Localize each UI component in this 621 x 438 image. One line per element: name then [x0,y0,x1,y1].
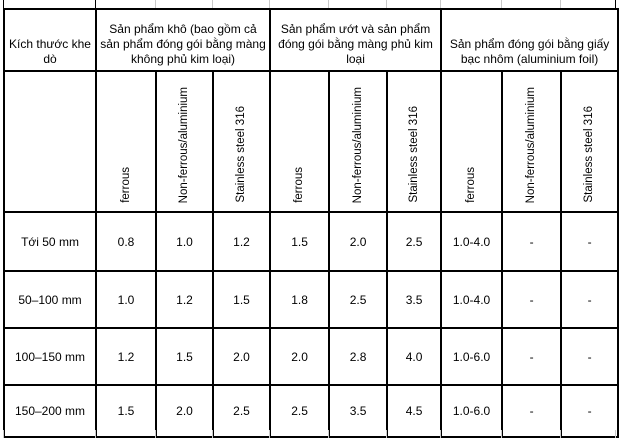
gridline-stub [615,0,616,8]
cell-value: - [501,327,563,386]
cell-value: 1.0 [155,211,214,272]
row-label: Tới 50 mm [3,211,97,272]
cell-value: - [501,384,563,438]
cell-value: 1.5 [155,327,214,386]
subheader-stainless: Stainless steel 316 [407,106,420,203]
subheader-ferrous: ferrous [119,167,132,203]
subheader-nonferrous: Non-ferrous/aluminium [351,86,364,203]
cell-value: 3.5 [386,270,443,329]
cell-value: 1.0-4.0 [440,211,504,272]
subheader-stainless: Stainless steel 316 [583,106,596,203]
gridline-stub [501,0,502,8]
gridline-stub [386,430,387,438]
gridline-stub [501,430,502,438]
cell-value: - [501,270,563,329]
cell-value: 3.5 [328,384,389,438]
table-row: 150–200 mm 1.5 2.0 2.5 2.5 3.5 4.5 1.0-6… [3,384,620,438]
gridline-stub [155,0,156,8]
gridline-stub [269,0,270,8]
subheader-cell: ferrous [440,70,504,213]
subheader-cell: Non-ferrous/aluminium [501,70,563,213]
gridline-stub [212,0,213,8]
group-header-foil: Sản phẩm đóng gói bằng giấy bạc nhôm (al… [440,8,620,72]
table-row: 100–150 mm 1.2 1.5 2.0 2.0 2.8 4.0 1.0-6… [3,327,620,386]
subheader-cell: Non-ferrous/aluminium [155,70,214,213]
cell-value: 2.0 [328,211,389,272]
table-row: 50–100 mm 1.0 1.2 1.5 1.8 2.5 3.5 1.0-4.… [3,270,620,329]
cell-value: 0.8 [95,211,157,272]
gridline-stub [440,0,441,8]
cell-value: 4.5 [386,384,443,438]
cell-value: 2.0 [269,327,331,386]
gridline-stub [615,430,616,438]
row-label: 50–100 mm [3,270,97,329]
cell-value: 1.0-4.0 [440,270,504,329]
row-label: 150–200 mm [3,384,97,438]
gridline-stub [560,430,561,438]
cell-value: 2.0 [211,327,272,386]
gridline-stub [95,430,96,438]
subheader-nonferrous: Non-ferrous/aluminium [525,86,538,203]
corner-header-cell: Kích thước khe dò [3,8,97,72]
gridline-stub [328,430,329,438]
cell-value: 1.2 [95,327,157,386]
cell-value: 1.5 [95,384,157,438]
subheader-ferrous: ferrous [293,167,306,203]
cell-value: - [501,211,563,272]
cell-value: 2.0 [155,384,214,438]
subheader-cell: ferrous [95,70,157,213]
subheader-cell: Stainless steel 316 [386,70,443,213]
subheader-stainless: Stainless steel 316 [235,106,248,203]
header-sub-row: ferrous Non-ferrous/aluminium Stainless … [3,70,620,213]
cell-value: 2.5 [211,384,272,438]
cell-value: 1.0-6.0 [440,327,504,386]
cell-value: - [560,384,620,438]
cell-value: 1.2 [155,270,214,329]
gridline-stub [269,430,270,438]
subheader-cell: Non-ferrous/aluminium [328,70,389,213]
cell-value: 1.5 [269,211,331,272]
cell-value: 1.8 [269,270,331,329]
gridline-stub [386,0,387,8]
cell-value: 1.2 [211,211,272,272]
gridline-stub [560,0,561,8]
row-label: 100–150 mm [3,327,97,386]
subheader-cell: Stainless steel 316 [211,70,272,213]
gridline-stub [328,0,329,8]
cell-value: 2.8 [328,327,389,386]
cell-value: 2.5 [386,211,443,272]
table-row: Tới 50 mm 0.8 1.0 1.2 1.5 2.0 2.5 1.0-4.… [3,211,620,272]
subheader-cell: ferrous [269,70,331,213]
cell-value: 1.0 [95,270,157,329]
subheader-ferrous: ferrous [465,167,478,203]
gridline-stub [440,430,441,438]
cell-value: - [560,327,620,386]
subheader-cell: Stainless steel 316 [560,70,620,213]
gridline-stub [3,0,4,8]
cell-value: 1.5 [211,270,272,329]
cell-value: 4.0 [386,327,443,386]
gridline-stub [212,430,213,438]
cell-value: 1.0-6.0 [440,384,504,438]
cell-value: - [560,270,620,329]
cell-value: 2.5 [328,270,389,329]
spec-table: Kích thước khe dò Sản phẩm khô (bao gồm … [3,8,620,438]
empty-header-cell [3,70,97,213]
group-header-wet: Sản phẩm ướt và sản phẩm đóng gói bằng m… [269,8,443,72]
header-group-row: Kích thước khe dò Sản phẩm khô (bao gồm … [3,8,620,72]
subheader-nonferrous: Non-ferrous/aluminium [178,86,190,203]
gridline-stub [95,0,96,8]
cell-value: - [560,211,620,272]
cell-value: 2.5 [269,384,331,438]
gridline-stub [155,430,156,438]
group-header-dry: Sản phẩm khô (bao gồm cả sản phẩm đóng g… [94,8,272,72]
gridline-stub [3,430,4,438]
